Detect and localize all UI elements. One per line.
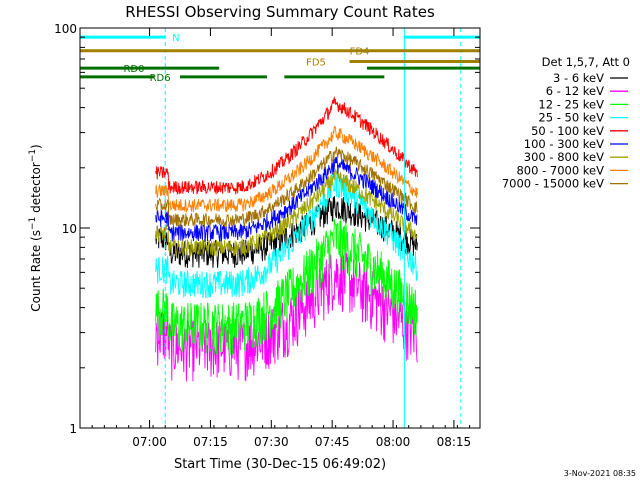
annotation-label-FD4: FD4 (350, 47, 370, 58)
y-tick-label-0: 100 (54, 22, 77, 36)
series-line-4 (155, 96, 418, 196)
legend-label-7: 800 - 7000 keV (516, 163, 604, 177)
chart-title: RHESSI Observing Summary Count Rates (125, 3, 435, 21)
annotation-label-N: N (172, 33, 179, 44)
legend-label-2: 12 - 25 keV (538, 97, 604, 111)
legend-label-8: 7000 - 15000 keV (502, 177, 604, 191)
legend-label-5: 100 - 300 keV (524, 137, 604, 151)
series-line-7 (155, 125, 418, 213)
legend-label-3: 25 - 50 keV (538, 111, 604, 125)
legend-label-0: 3 - 6 keV (553, 71, 604, 85)
series-line-1 (155, 251, 418, 382)
plot-area (155, 28, 462, 428)
x-tick-label-5: 08:15 (437, 435, 472, 449)
x-tick-label-0: 07:00 (132, 435, 167, 449)
legend-label-6: 300 - 800 keV (524, 150, 604, 164)
mode-annotations: N FD4 FD5 RD0 RD6 (80, 33, 480, 84)
footer-date: 3-Nov-2021 08:35 (564, 469, 636, 478)
y-tick-label-2: 1 (69, 422, 77, 436)
series-line-5 (155, 156, 418, 242)
annotation-label-FD5: FD5 (306, 57, 326, 68)
x-tick-label-1: 07:15 (193, 435, 228, 449)
x-tick-label-2: 07:30 (254, 435, 289, 449)
series-line-6 (155, 168, 418, 259)
series-line-8 (155, 146, 418, 228)
legend-label-4: 50 - 100 keV (531, 124, 604, 138)
x-tick-label-4: 08:00 (376, 435, 411, 449)
axes: 07:00 07:15 07:30 07:45 08:00 08:15 100 10 1 (54, 22, 481, 449)
x-tick-label-3: 07:45 (315, 435, 350, 449)
x-axis-label: Start Time (30-Dec-15 06:49:02) (174, 457, 386, 472)
series-line-3 (155, 170, 418, 299)
legend-label-1: 6 - 12 keV (546, 84, 604, 98)
y-axis-label: Count Rate (s−1 detector−1) (28, 144, 43, 311)
y-tick-label-1: 10 (62, 222, 77, 236)
annotation-label-RD6: RD6 (150, 73, 171, 84)
legend-header: Det 1,5,7, Att 0 (542, 55, 630, 69)
annotation-label-RD0: RD0 (123, 64, 144, 75)
series-line-2 (155, 217, 418, 356)
